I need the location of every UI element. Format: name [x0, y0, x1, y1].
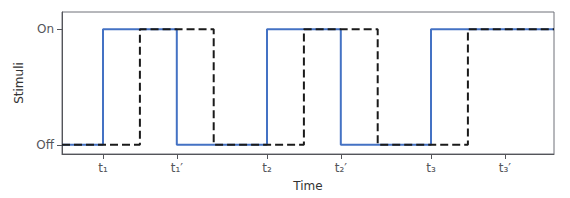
svg-text:t₃: t₃	[426, 161, 436, 175]
svg-text:Stimuli: Stimuli	[12, 62, 26, 104]
svg-text:t₂: t₂	[262, 161, 272, 175]
svg-text:t₂′: t₂′	[335, 161, 348, 175]
svg-text:t₁′: t₁′	[171, 161, 184, 175]
svg-text:Off: Off	[36, 138, 54, 152]
svg-text:t₁: t₁	[98, 161, 108, 175]
svg-text:On: On	[37, 22, 54, 36]
svg-text:Time: Time	[292, 179, 322, 193]
svg-text:t₃′: t₃′	[499, 161, 512, 175]
